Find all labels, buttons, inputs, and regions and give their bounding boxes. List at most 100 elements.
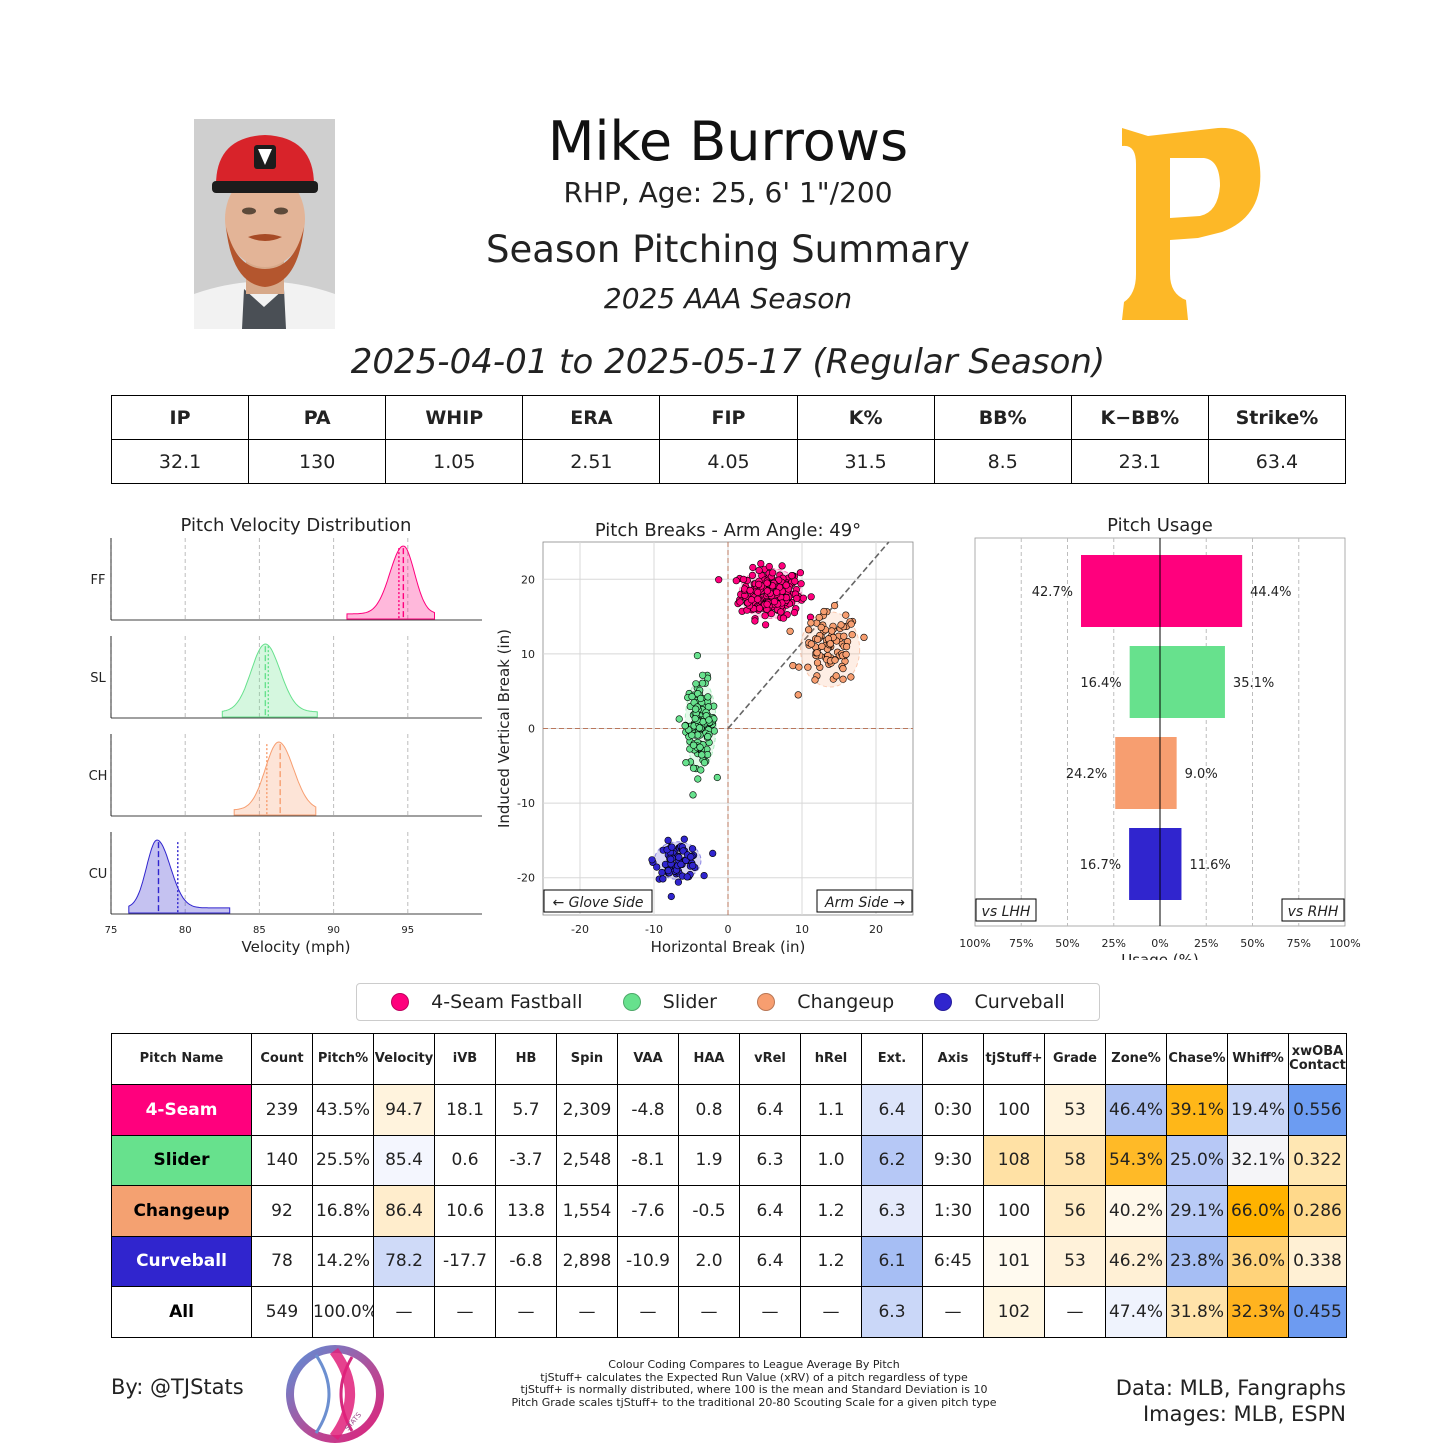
pitch-table-row: Slider 140 25.5% 85.4 0.6 -3.7 2,548 -8.1 1.9 6.3… [111,1134,1347,1186]
pitch-metric-cell: 14.2% [312,1235,374,1287]
stat-header-cell: FIP [659,395,798,440]
velocity-density-ch [233,741,317,816]
pitch-table-header-cell: Axis [922,1033,984,1085]
breaks-y-tick: -10 [517,797,535,810]
pitch-metric-cell: 25.0% [1166,1134,1228,1186]
legend-color-dot-icon [622,993,641,1011]
glove-side-box [543,889,653,913]
pitch-metric-cell: 78.2 [373,1235,435,1287]
pitch-metric-cell: 6.1 [861,1235,923,1287]
breaks-point [831,601,839,610]
breaks-cluster-cu [648,835,717,901]
breaks-point [831,656,839,664]
usage-tick-label: 75% [1287,937,1311,950]
pitch-metric-cell: 0.322 [1288,1134,1347,1186]
pitch-metric-cell: 2.0 [678,1235,740,1287]
breaks-point [828,627,836,635]
pitch-table-header-cell: HB [495,1033,557,1085]
usage-xlabel: Usage (%) [1121,951,1198,960]
breaks-point [667,855,675,863]
breaks-point [814,635,822,643]
pitch-metric-cell: -0.5 [678,1185,740,1237]
breaks-point [763,600,771,608]
pitch-metric-cell: 54.3% [1105,1134,1167,1186]
breaks-point [786,627,794,635]
pitch-table-header-cell: vRel [739,1033,801,1085]
pitch-metric-cell: — [495,1286,557,1338]
pitch-metric-cell: 58 [1044,1134,1106,1186]
breaks-point [832,672,840,680]
player-photo [194,119,335,329]
pitch-metric-cell: 1.0 [800,1134,862,1186]
breaks-point [779,614,788,622]
legend-item: Slider [622,991,717,1013]
legend-color-dot-icon [757,993,776,1011]
breaks-y-tick: 10 [521,648,535,661]
pitch-metrics-table: Pitch Name Count Pitch% Velocity iVB HB Spin VA… [111,1033,1347,1338]
season-stats-header-row: IP PA WHIP ERA FIP K% BB% K−BB% Strike% [110,395,1347,440]
usage-tick-label: 100% [959,937,990,950]
pitch-metric-cell: 6.4 [739,1084,801,1136]
team-logo [1118,124,1263,324]
stat-header-cell: PA [248,395,387,440]
breaks-point [751,617,759,625]
usage-bar-lhh [1129,646,1160,718]
pitch-metric-cell: 1.9 [678,1134,740,1186]
legend-item: Changeup [757,991,894,1013]
footnote-line: Colour Coding Compares to League Average… [608,1358,900,1371]
breaks-point [762,621,770,629]
velocity-row-ff: FF [91,538,482,621]
vs-lhh-label: vs LHH [982,904,1031,920]
breaks-point [815,613,823,622]
breaks-point [715,576,723,584]
breaks-point [788,571,796,580]
pitch-metric-cell: 9:30 [922,1134,984,1186]
usage-label-rhh: 11.6% [1189,858,1230,873]
usage-label-lhh: 16.7% [1080,858,1121,873]
pitch-metric-cell: 549 [251,1286,313,1338]
breaks-point [675,715,683,723]
breaks-point [848,631,856,639]
pitch-metric-cell: 66.0% [1227,1185,1289,1237]
pitch-table-header-cell: HAA [678,1033,740,1085]
pitch-metric-cell: — [922,1286,984,1338]
breaks-point [813,649,821,657]
breaks-point [791,577,799,585]
pitch-metric-cell: 78 [251,1235,313,1287]
pitch-metric-cell: 18.1 [434,1084,496,1136]
pitch-metric-cell: 6:45 [922,1235,984,1287]
velocity-row-label: CU [89,867,108,882]
legend-label: Curveball [974,991,1065,1013]
pitch-metric-cell: 10.6 [434,1185,496,1237]
usage-tick-label: 100% [1329,937,1360,950]
breaks-xlabel: Horizontal Break (in) [651,938,806,956]
breaks-point [682,759,690,767]
footnotes: Colour Coding Compares to League Average… [454,1358,1054,1409]
breaks-point [754,588,762,596]
pitch-metric-cell: 6.4 [739,1185,801,1237]
velocity-chart-title: Pitch Velocity Distribution [181,515,412,536]
pitch-metric-cell: 1.1 [800,1084,862,1136]
pitch-metric-cell: -10.9 [617,1235,679,1287]
footnote-line: tjStuff+ is normally distributed, where … [520,1383,988,1396]
pitch-table-row: 4-Seam 239 43.5% 94.7 18.1 5.7 2,309 -4.8 0.8 6.4… [111,1084,1347,1136]
breaks-point [674,878,682,886]
pitch-metric-cell: 31.8% [1166,1286,1228,1338]
breaks-point [688,845,697,853]
pitch-metric-cell: -4.8 [617,1084,679,1136]
pitch-name-cell: 4-Seam [111,1084,252,1136]
pitch-metric-cell: — [617,1286,679,1338]
credits: Data: MLB, Fangraphs Images: MLB, ESPN [1116,1375,1346,1427]
pitch-metric-cell: — [1044,1286,1106,1338]
pitch-metric-cell: 100 [983,1185,1045,1237]
stat-value-cell: 1.05 [385,439,524,484]
vs-rhh-box [1281,898,1345,922]
data-credit: Data: MLB, Fangraphs [1115,1376,1346,1400]
breaks-point [664,836,672,845]
breaks-cluster-sl [675,652,721,799]
usage-bar-lhh [1081,555,1160,627]
pitch-metric-cell: — [556,1286,618,1338]
stat-header-cell: K% [796,395,935,440]
breaks-x-tick: -10 [645,923,663,936]
pitch-metric-cell: 0:30 [922,1084,984,1136]
